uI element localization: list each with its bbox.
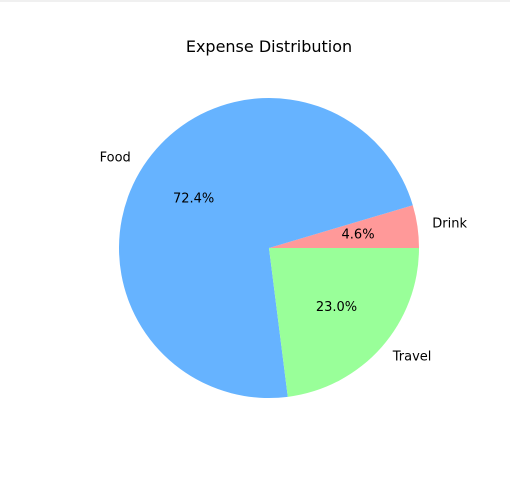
slice-label-drink: Drink [432,217,467,232]
pie-slice-travel [269,248,419,397]
pie-slices [118,97,419,399]
pie-slice-drink [269,205,419,248]
pie-slice-food [118,97,413,399]
slice-label-food: Food [100,150,131,165]
slice-percent-travel: 23.0% [316,300,357,315]
slice-percent-drink: 4.6% [342,228,375,243]
slice-percent-food: 72.4% [173,191,214,206]
chart-title: Expense Distribution [186,37,352,56]
top-divider [0,0,510,2]
pie-labels: Drink 4.6% Food 72.4% Travel 23.0% [100,150,468,364]
slice-label-travel: Travel [392,350,432,365]
